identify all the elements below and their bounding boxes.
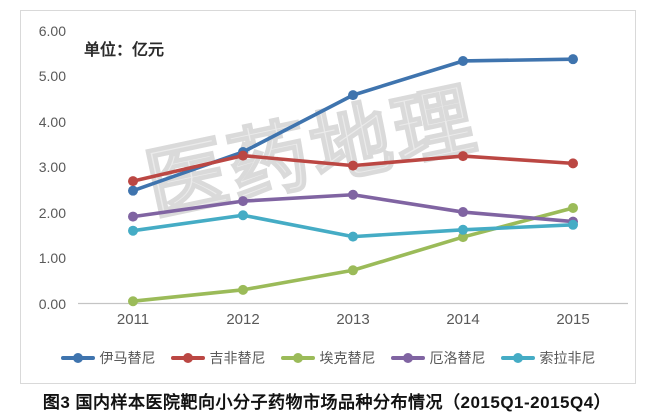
legend-label: 埃克替尼 [319,350,376,366]
y-tick-5.00: 5.00 [38,68,66,84]
data-point-2-3 [458,232,468,243]
data-point-3-1 [238,196,248,207]
y-tick-1.00: 1.00 [38,250,66,266]
legend-dot-icon [402,353,413,363]
legend-marker-icon [170,353,205,363]
data-point-0-3 [458,55,468,66]
data-point-3-0 [128,211,138,222]
data-point-0-2 [348,90,358,101]
figure-caption: 图3 国内样本医院靶向小分子药物市场品种分布情况（2015Q1-2015Q4） [42,393,612,412]
y-tick-2.00: 2.00 [38,204,66,221]
x-tick-2011: 2011 [116,311,150,328]
legend-item-1: 吉非替尼 [170,348,266,368]
data-point-2-4 [568,202,578,213]
y-tick-6.00: 6.00 [38,22,66,39]
legend-dot-icon [292,353,303,363]
data-point-1-0 [128,176,138,187]
y-tick-0.00: 0.00 [38,295,66,312]
legend-marker-icon [390,353,425,363]
data-point-0-4 [568,54,578,65]
unit-label: 单位：亿元 [84,42,165,59]
data-point-4-2 [348,231,358,242]
legend-marker-icon [280,353,315,363]
legend-label: 索拉非尼 [539,350,596,366]
legend-item-2: 埃克替尼 [280,348,376,368]
data-point-2-0 [128,296,138,307]
data-point-4-0 [128,225,138,236]
x-tick-2015: 2015 [556,311,590,328]
data-point-1-3 [458,151,468,162]
x-tick-2014: 2014 [446,311,480,328]
data-point-1-2 [348,160,358,171]
legend-label: 伊马替尼 [99,350,156,366]
data-point-1-1 [238,150,248,161]
legend-item-3: 厄洛替尼 [390,348,486,368]
data-point-3-3 [458,207,468,218]
legend-dot-icon [72,353,83,363]
legend-dot-icon [512,353,523,363]
data-point-4-3 [458,224,468,235]
data-point-4-4 [568,219,578,230]
legend-dot-icon [182,353,193,363]
legend-label: 吉非替尼 [209,350,266,366]
data-point-2-1 [238,284,248,295]
legend-label: 厄洛替尼 [429,350,486,366]
data-point-1-4 [568,158,578,169]
legend-item-0: 伊马替尼 [60,348,156,368]
data-point-4-1 [238,210,248,221]
legend-marker-icon [60,353,95,363]
y-tick-4.00: 4.00 [38,113,66,130]
data-point-3-2 [348,189,358,200]
data-point-2-2 [348,265,358,276]
data-point-0-0 [128,185,138,196]
legend-item-4: 索拉非尼 [500,348,596,368]
x-tick-2012: 2012 [226,311,260,328]
chart-legend: 伊马替尼 吉非替尼 埃克替尼 厄洛替尼 索拉非尼 [20,346,636,370]
legend-marker-icon [500,353,535,363]
x-tick-2013: 2013 [336,311,370,328]
series-line-0 [131,57,575,193]
y-tick-3.00: 3.00 [38,159,66,175]
